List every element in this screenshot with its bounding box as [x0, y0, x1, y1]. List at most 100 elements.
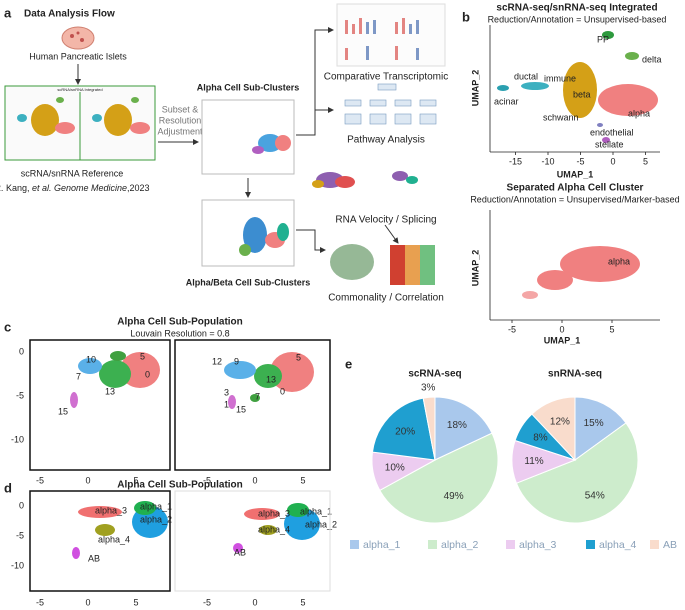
x-tick-label: -15 [509, 156, 522, 166]
cluster-label: stellate [595, 139, 624, 149]
x-tick-label: 5 [300, 597, 305, 607]
plot-frame [29, 490, 171, 592]
source-label: Human Pancreatic Islets [29, 51, 127, 61]
y-tick-label: -5 [16, 530, 24, 540]
panel-a: a Data Analysis Flow Human Pancreatic Is… [0, 3, 448, 304]
cluster-label: immune [544, 73, 576, 83]
analysis-label: Pathway Analysis [347, 135, 425, 146]
analysis-label: Comparative Transcriptomic [324, 72, 448, 83]
panel-title: Data Analysis Flow [24, 9, 115, 20]
cluster-label: 15 [58, 406, 68, 416]
x-axis-label: UMAP_1 [557, 169, 594, 179]
legend-label: AB [663, 539, 677, 551]
step-label: Adjustment [157, 126, 203, 136]
cluster-label: acinar [494, 96, 519, 106]
panel-label: d [4, 480, 12, 495]
pie-title: snRNA-seq [548, 369, 602, 380]
x-tick-label: 0 [85, 475, 90, 485]
pie-slice [574, 396, 627, 461]
panel-b: b scRNA-seq/snRNA-seq Integrated Reducti… [462, 3, 680, 346]
x-tick-label: 5 [133, 597, 138, 607]
step-label: Resolution [159, 115, 202, 125]
analysis-label: Commonality / Correlation [328, 293, 444, 304]
pie-slice [371, 397, 436, 461]
cluster-label: ductal [514, 71, 538, 81]
plot-frame [29, 339, 171, 471]
x-tick-label: 0 [559, 324, 564, 334]
pathway-diagram [344, 83, 437, 125]
x-tick-label: 0 [610, 156, 615, 166]
cluster-label: 1 [224, 399, 229, 409]
slice-label: 54% [585, 491, 605, 502]
y-tick-label: -10 [11, 434, 24, 444]
pie-slice [434, 396, 493, 461]
x-tick-label: -5 [36, 475, 44, 485]
alpha-clusters-label: Alpha Cell Sub-Clusters [197, 82, 300, 92]
plot-title: Separated Alpha Cell Cluster [507, 183, 644, 194]
plot-title: scRNA-seq/snRNA-seq Integrated [496, 3, 657, 14]
panel-label: a [4, 5, 12, 20]
cluster-label: 0 [145, 369, 150, 379]
plot-frame [174, 339, 331, 471]
x-tick-label: 5 [643, 156, 648, 166]
slice-label: 18% [447, 420, 467, 431]
cluster-label: 5 [140, 351, 145, 361]
cluster-label: schwann [543, 112, 579, 122]
pie-slice [515, 422, 639, 524]
y-axis-label: UMAP_2 [470, 70, 480, 107]
islet-icon [61, 26, 95, 50]
cluster-label: 15 [236, 404, 246, 414]
cluster-label: 12 [212, 356, 222, 366]
panel-d: d Alpha Cell Sub-Population alpha_3 alph… [4, 480, 337, 608]
x-tick-label: -5 [203, 597, 211, 607]
y-axis-label: UMAP_2 [470, 250, 480, 287]
cluster-label: alpha_3 [95, 505, 127, 515]
cluster-label: 3 [224, 387, 229, 397]
slice-label: 11% [524, 456, 543, 467]
citation-part: ,2023 [127, 183, 150, 193]
pie-title: scRNA-seq [408, 369, 461, 380]
cluster-label: 0 [280, 386, 285, 396]
step-label: Subset & [162, 104, 199, 114]
pie-slice [422, 396, 436, 461]
panel-label: e [345, 356, 352, 371]
violin-thumbnail [336, 3, 446, 67]
slice-label: 15% [584, 418, 604, 429]
cluster-label: 9 [234, 356, 239, 366]
slice-label: 3% [421, 383, 436, 394]
legend-label: alpha_3 [519, 539, 557, 551]
panel-label: b [462, 9, 470, 24]
plot-frame [174, 490, 331, 592]
cluster-label: beta [573, 89, 591, 99]
x-tick-label: 5 [609, 324, 614, 334]
x-tick-label: 5 [300, 475, 305, 485]
cluster-label: alpha_1 [140, 501, 172, 511]
cluster-label: alpha_2 [140, 514, 172, 524]
cluster-label: 7 [76, 371, 81, 381]
alpha-beta-clusters-label: Alpha/Beta Cell Sub-Clusters [186, 277, 311, 287]
citation: R. Kang, et al. Genome Medicine,2023 [0, 183, 150, 193]
cluster-label: alpha [608, 256, 630, 266]
citation-part: R. Kang, [0, 183, 32, 193]
y-tick-label: 0 [19, 346, 24, 356]
cluster-label: 13 [266, 374, 276, 384]
reference-label: scRNA/snRNA Reference [21, 168, 124, 178]
panel-c: c Alpha Cell Sub-Population Louvain Reso… [4, 317, 331, 485]
analysis-label: RNA Velocity / Splicing [335, 215, 436, 226]
cluster-label: alpha [628, 108, 650, 118]
slice-label: 8% [533, 433, 548, 444]
x-axis-label: UMAP_1 [544, 335, 581, 345]
legend-swatch [586, 540, 595, 549]
panel-label: c [4, 319, 11, 334]
y-tick-label: -5 [16, 390, 24, 400]
cluster-label: alpha_2 [305, 519, 337, 529]
x-tick-label: -5 [576, 156, 584, 166]
x-tick-label: -10 [541, 156, 554, 166]
pie-slice [379, 432, 499, 524]
cluster-label: 5 [296, 352, 301, 362]
slice-label: 12% [550, 417, 570, 428]
legend-label: alpha_2 [441, 539, 479, 551]
plot-subtitle: Reduction/Annotation = Unsupervised/Mark… [470, 194, 679, 204]
citation-part: et al. Genome Medicine [32, 183, 127, 193]
